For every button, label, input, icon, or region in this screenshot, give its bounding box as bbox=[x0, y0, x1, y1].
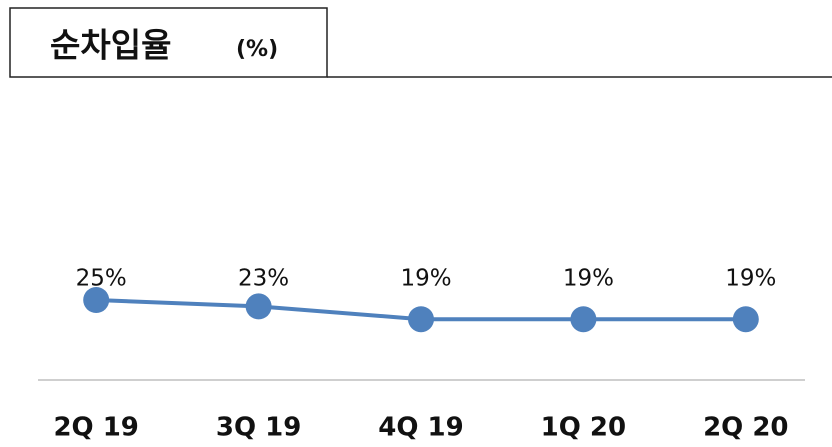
chart-title: 순차입율 bbox=[50, 26, 171, 65]
x-tick-label: 4Q 19 bbox=[378, 413, 463, 443]
x-tick-label: 3Q 19 bbox=[216, 413, 301, 443]
title-box bbox=[9, 7, 328, 78]
data-label: 19% bbox=[400, 266, 451, 292]
data-label: 25% bbox=[76, 266, 127, 292]
title-unit: (%) bbox=[236, 37, 278, 62]
point bbox=[570, 306, 597, 333]
x-tick-label: 2Q 19 bbox=[53, 413, 138, 443]
point bbox=[732, 306, 759, 333]
data-label: 23% bbox=[238, 266, 289, 292]
x-tick-label: 2Q 20 bbox=[703, 413, 788, 443]
point bbox=[83, 287, 110, 313]
data-label: 19% bbox=[725, 266, 776, 292]
point bbox=[245, 293, 272, 320]
data-label: 19% bbox=[563, 266, 614, 292]
x-tick-label: 1Q 20 bbox=[541, 413, 626, 443]
point bbox=[408, 306, 434, 333]
